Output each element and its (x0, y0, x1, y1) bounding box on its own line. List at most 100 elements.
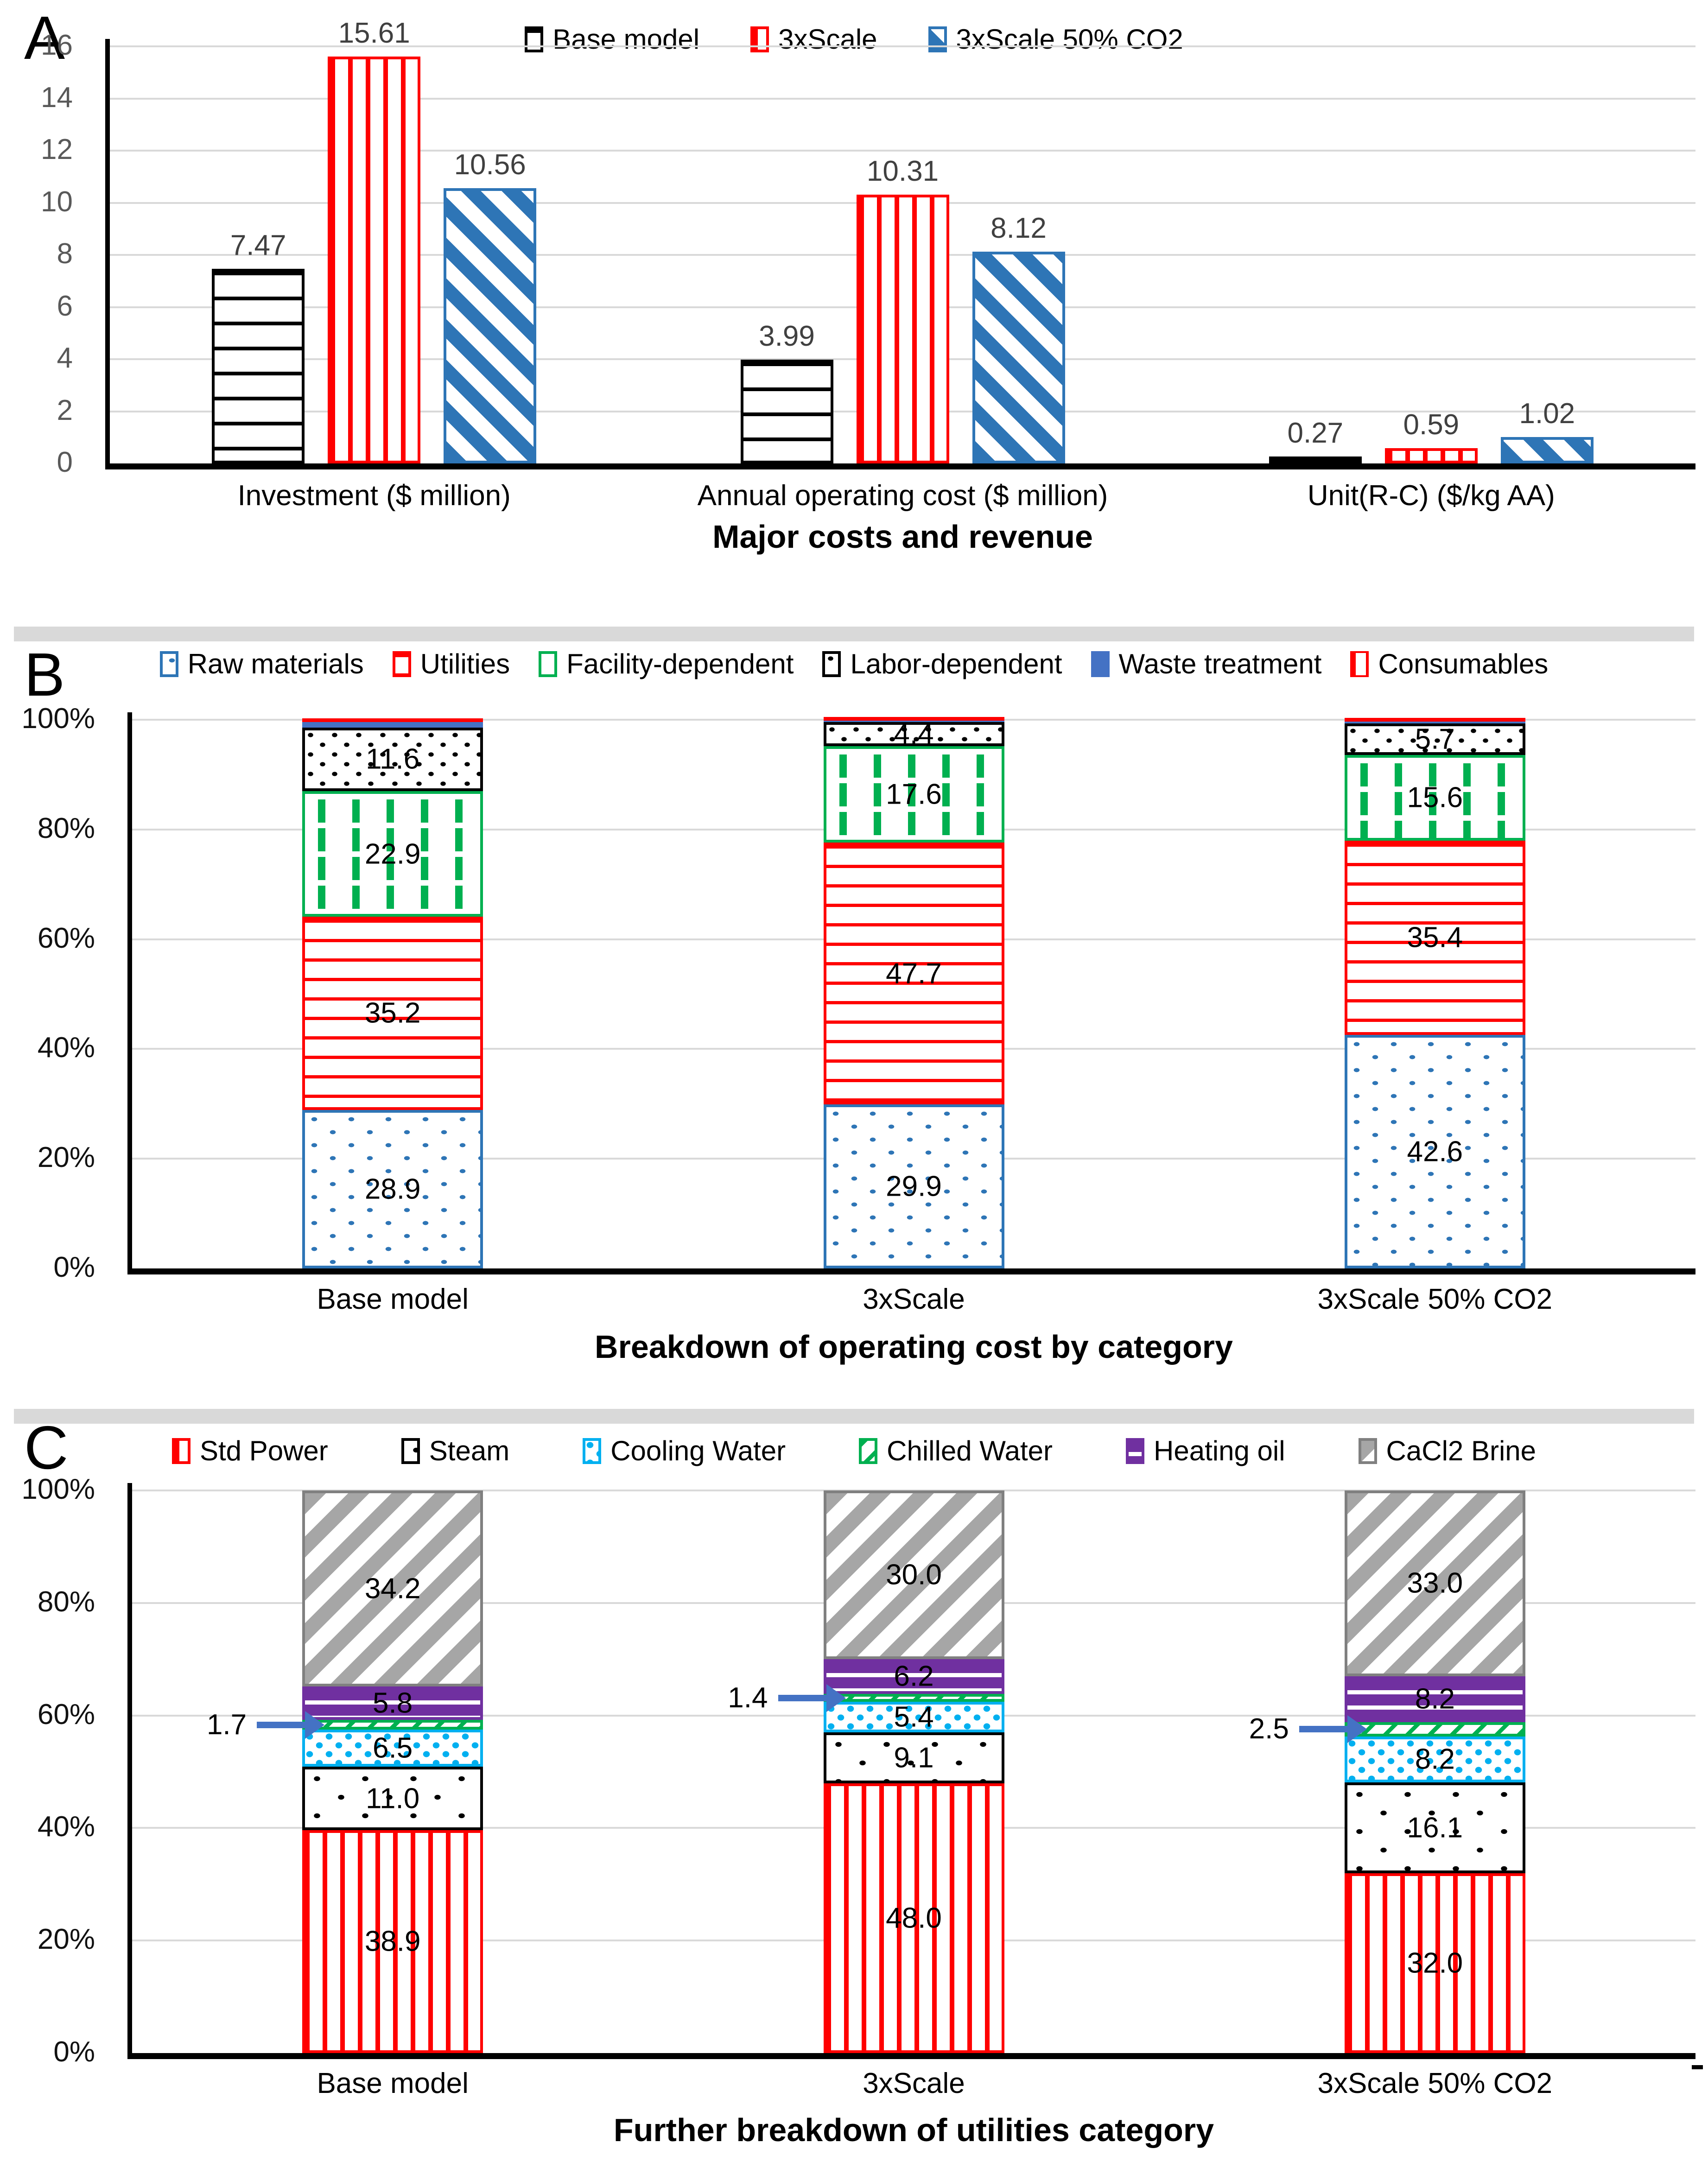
bar-segment-Heating oil: 5.8 (302, 1686, 483, 1720)
stacked-bar-3xScale 50% CO2: 32.0 16.1 8.2 8.2 33.0 (1344, 1490, 1525, 2053)
y-axis-tick-label: 2 (57, 394, 73, 426)
y-axis-tick-label: 20% (37, 1141, 95, 1174)
legend-label: Base model (552, 24, 700, 55)
stacked-bar-Base model: 28.9 35.2 22.9 11.6 (302, 718, 483, 1268)
panel-c-letter: C (24, 1414, 69, 1482)
y-axis-tick-label: 4 (57, 342, 73, 374)
segment-value-label: 34.2 (364, 1572, 421, 1605)
red-vlines-legend-swatch-icon (171, 1438, 190, 1464)
legend-item-green-diag: Chilled Water (859, 1435, 1053, 1467)
red-vlines-legend-swatch-icon (750, 26, 769, 52)
axis-title-panel-a: Major costs and revenue (712, 519, 1093, 555)
bar-value-label: 1.02 (1519, 397, 1575, 430)
y-axis-tick-label: 60% (37, 922, 95, 954)
stacked-bar-Base model: 38.9 11.0 6.5 5.8 34.2 (302, 1490, 483, 2053)
x-axis-line (127, 1268, 1695, 1274)
bar-segment-Waste treatment (823, 721, 1004, 722)
bar-segment-Std Power: 48.0 (823, 1783, 1004, 2053)
legend-item-blue-dots: Raw materials (159, 648, 364, 680)
x-axis-line (127, 2053, 1695, 2059)
bar-segment-Labor-dependent: 4.4 (823, 718, 1004, 750)
x-axis-category-label: Base model (317, 1283, 469, 1315)
segment-value-label: 42.6 (1407, 1135, 1463, 1168)
legend-label: Consumables (1378, 648, 1549, 679)
green-diag-legend-swatch-icon (859, 1438, 878, 1464)
bar-segment-Steam: 16.1 (1344, 1782, 1525, 1873)
gridline (110, 97, 1695, 100)
bar-segment-Utilities: 47.7 (823, 843, 1004, 1104)
bar-segment-Std Power: 32.0 (1344, 1873, 1525, 2053)
legend-item-blue-diag: 3xScale 50% CO2 (928, 23, 1183, 55)
axis-title-panel-c: Further breakdown of utilities category (613, 2112, 1214, 2148)
red-vlines-thin-legend-swatch-icon (1350, 651, 1369, 677)
panel-separator (14, 1409, 1694, 1424)
y-axis-tick-label: 6 (57, 290, 73, 322)
bar-segment-Waste treatment (302, 722, 483, 728)
segment-value-label: 4.4 (894, 718, 934, 750)
y-axis-tick-label: 40% (37, 1032, 95, 1064)
bar-segment-CaCl2 Brine: 30.0 (823, 1490, 1004, 1659)
x-axis-category-label: Annual operating cost ($ million) (697, 480, 1108, 512)
black-dots-legend-swatch-icon (822, 651, 841, 677)
axis-title-panel-b: Breakdown of operating cost by category (595, 1329, 1233, 1365)
legend-item-red-vlines: 3xScale (750, 23, 877, 55)
bar-segment-Heating oil: 6.2 (823, 1659, 1004, 1694)
callout-arrow-icon (1298, 1714, 1368, 1744)
legend-item-solid-blue: Waste treatment (1091, 648, 1321, 680)
bar-value-label: 15.61 (338, 17, 410, 49)
segment-value-label: 11.0 (366, 1782, 420, 1815)
legend-item-black-dots: Labor-dependent (822, 648, 1062, 680)
bar-segment-Facility-dependent: 17.6 (823, 746, 1004, 843)
bar-segment-Steam: 11.0 (302, 1767, 483, 1830)
segment-value-label: 5.4 (894, 1701, 934, 1733)
legend-label: Labor-dependent (850, 648, 1062, 679)
x-axis-category-label: 3xScale (863, 1283, 965, 1315)
y-axis-line (105, 39, 110, 468)
gridline (132, 1490, 1695, 1491)
bar-segment-Chilled Water (1344, 1722, 1525, 1737)
legend-label: Cooling Water (610, 1435, 786, 1466)
bar-segment-Waste treatment (1344, 721, 1525, 724)
legend-panel-b: Raw materials Utilities Facility-dependent… (0, 648, 1708, 680)
bar-segment-Std Power: 38.9 (302, 1830, 483, 2053)
legend-panel-a: Base model 3xScale 3xScale 50% CO2 (0, 23, 1708, 55)
bar-segment-Cooling Water: 5.4 (823, 1701, 1004, 1733)
green-dashes-legend-swatch-icon (539, 651, 558, 677)
bar-segment-CaCl2 Brine: 34.2 (302, 1490, 483, 1687)
panel-b-letter: B (24, 640, 65, 709)
y-axis-tick-label: 60% (37, 1698, 95, 1731)
bar-value-label: 8.12 (991, 212, 1047, 245)
bar-3xScale 50% CO2 (972, 252, 1065, 463)
bar-segment-Consumables (823, 717, 1004, 721)
bar-segment-Raw materials: 42.6 (1344, 1034, 1525, 1268)
purple-hlines-legend-swatch-icon (1126, 1438, 1145, 1464)
legend-item-cyan-dots: Cooling Water (583, 1435, 786, 1467)
bar-segment-Chilled Water (823, 1694, 1004, 1702)
segment-value-label: 8.2 (1415, 1683, 1455, 1715)
segment-value-label: 48.0 (886, 1902, 942, 1934)
y-axis-tick-label: 100% (21, 1473, 95, 1505)
segment-value-label: 5.8 (373, 1687, 413, 1719)
legend-label: Std Power (199, 1435, 328, 1466)
stacked-bar-3xScale: 29.9 47.7 17.6 4.4 (823, 717, 1004, 1268)
legend-label: 3xScale 50% CO2 (956, 24, 1183, 55)
bar-segment-Utilities: 35.4 (1344, 840, 1525, 1035)
legend-label: Utilities (420, 648, 510, 679)
legend-label: Heating oil (1154, 1435, 1285, 1466)
x-axis-category-label: 3xScale 50% CO2 (1317, 2067, 1553, 2099)
stacked-bar-3xScale: 48.0 9.1 5.4 6.2 30.0 (823, 1490, 1004, 2053)
y-axis-tick-label: 40% (37, 1811, 95, 1843)
segment-value-label: 6.5 (373, 1732, 413, 1764)
bar-segment-Facility-dependent: 22.9 (302, 791, 483, 917)
callout-value-label: 1.4 (728, 1681, 768, 1714)
gray-diag-legend-swatch-icon (1358, 1438, 1377, 1464)
bar-segment-Facility-dependent: 15.6 (1344, 754, 1525, 841)
y-axis-tick-label: 100% (21, 703, 95, 735)
segment-value-label: 33.0 (1407, 1567, 1463, 1599)
legend-item-purple-hlines: Heating oil (1126, 1435, 1285, 1467)
y-axis-tick-label: 14 (41, 81, 73, 114)
segment-value-label: 6.2 (894, 1660, 934, 1693)
legend-item-green-dashes: Facility-dependent (539, 648, 794, 680)
callout-arrow-icon (777, 1683, 847, 1713)
